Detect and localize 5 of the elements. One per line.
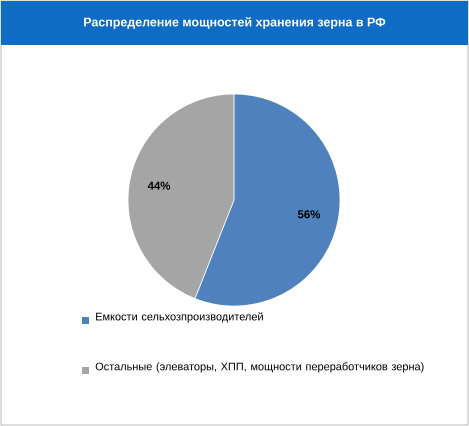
data-label: 56%: [298, 210, 320, 218]
data-label: 44%: [148, 182, 170, 190]
chart-title: Распределение мощностей хранения зерна в РФ: [84, 17, 386, 29]
legend-label: Остальные (элеваторы, ХПП, мощности переработчиков зерна): [96, 362, 424, 373]
legend-label: Емкости сельхозпроизводителей: [96, 312, 263, 323]
